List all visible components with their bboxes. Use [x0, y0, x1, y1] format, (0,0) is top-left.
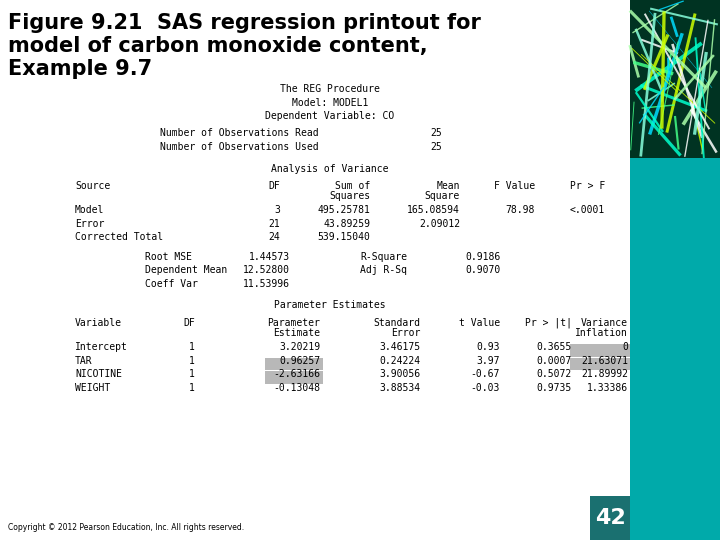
Text: Variable: Variable	[75, 318, 122, 328]
Text: 0.3655: 0.3655	[536, 342, 572, 352]
Text: 43.89259: 43.89259	[323, 219, 370, 229]
Text: 25: 25	[430, 142, 442, 152]
Text: Dependent Variable: CO: Dependent Variable: CO	[266, 111, 395, 121]
Text: 11.53996: 11.53996	[243, 279, 290, 289]
Text: 0.0007: 0.0007	[536, 356, 572, 366]
Text: Dependent Mean: Dependent Mean	[145, 265, 228, 275]
Text: R-Square: R-Square	[360, 252, 407, 262]
Text: Parameter Estimates: Parameter Estimates	[274, 300, 386, 310]
Text: 3: 3	[274, 205, 280, 215]
Text: 21.89992: 21.89992	[581, 369, 628, 379]
Text: 1: 1	[189, 369, 195, 379]
Text: DF: DF	[269, 181, 280, 191]
Text: 0.9735: 0.9735	[536, 383, 572, 393]
Text: Number of Observations Read: Number of Observations Read	[160, 129, 319, 138]
Text: 1: 1	[189, 356, 195, 366]
Text: 12.52800: 12.52800	[243, 265, 290, 275]
Text: 21: 21	[269, 219, 280, 229]
Text: Figure 9.21  SAS regression printout for: Figure 9.21 SAS regression printout for	[8, 13, 481, 33]
Text: <.0001: <.0001	[570, 205, 605, 215]
Text: 0: 0	[622, 342, 628, 352]
Text: 2.09012: 2.09012	[419, 219, 460, 229]
Text: -0.03: -0.03	[471, 383, 500, 393]
Bar	[630, 0, 720, 160]
Text: 0.24224: 0.24224	[379, 356, 420, 366]
Text: Corrected Total: Corrected Total	[75, 232, 163, 242]
Bar	[265, 357, 323, 370]
Text: NICOTINE: NICOTINE	[75, 369, 122, 379]
Text: 0.96257: 0.96257	[279, 356, 320, 366]
Text: Squares: Squares	[329, 191, 370, 201]
Bar	[265, 371, 323, 383]
Text: Error: Error	[75, 219, 104, 229]
Text: Analysis of Variance: Analysis of Variance	[271, 164, 389, 173]
Bar	[570, 344, 630, 356]
Text: 1: 1	[189, 383, 195, 393]
Text: 42: 42	[595, 508, 626, 528]
Text: -0.67: -0.67	[471, 369, 500, 379]
Text: Variance: Variance	[581, 318, 628, 328]
Text: 3.88534: 3.88534	[379, 383, 420, 393]
Bar	[630, 0, 720, 540]
Text: Source: Source	[75, 181, 110, 191]
Text: 3.20219: 3.20219	[279, 342, 320, 352]
Text: Root MSE: Root MSE	[145, 252, 192, 262]
Text: Intercept: Intercept	[75, 342, 128, 352]
Text: -0.13048: -0.13048	[273, 383, 320, 393]
Text: Pr > F: Pr > F	[570, 181, 605, 191]
Text: Model: Model	[75, 205, 104, 215]
Text: Adj R-Sq: Adj R-Sq	[360, 265, 407, 275]
Text: 0.9070: 0.9070	[465, 265, 500, 275]
Text: 495.25781: 495.25781	[317, 205, 370, 215]
Text: 78.98: 78.98	[505, 205, 535, 215]
Text: DF: DF	[184, 318, 195, 328]
Text: Number of Observations Used: Number of Observations Used	[160, 142, 319, 152]
Text: Mean: Mean	[436, 181, 460, 191]
Text: 21.63071: 21.63071	[581, 356, 628, 366]
Text: Copyright © 2012 Pearson Education, Inc. All rights reserved.: Copyright © 2012 Pearson Education, Inc.…	[8, 523, 244, 532]
Text: Model: MODEL1: Model: MODEL1	[292, 98, 368, 107]
Text: model of carbon monoxide content,: model of carbon monoxide content,	[8, 36, 428, 56]
Text: 3.90056: 3.90056	[379, 369, 420, 379]
Bar	[590, 496, 630, 540]
Text: TAR: TAR	[75, 356, 93, 366]
Text: 3.97: 3.97	[477, 356, 500, 366]
Text: Error: Error	[391, 328, 420, 338]
Text: 0.9186: 0.9186	[465, 252, 500, 262]
Text: 165.08594: 165.08594	[407, 205, 460, 215]
Text: Pr > |t|: Pr > |t|	[525, 318, 572, 328]
Text: t Value: t Value	[459, 318, 500, 328]
Text: 3.46175: 3.46175	[379, 342, 420, 352]
Text: 25: 25	[430, 129, 442, 138]
Text: 0.5072: 0.5072	[536, 369, 572, 379]
Text: F Value: F Value	[494, 181, 535, 191]
Text: Standard: Standard	[373, 318, 420, 328]
Text: -2.63166: -2.63166	[273, 369, 320, 379]
Bar	[630, 158, 720, 170]
Bar	[570, 357, 630, 370]
Text: 1.33386: 1.33386	[587, 383, 628, 393]
Text: 1: 1	[189, 342, 195, 352]
Text: 539.15040: 539.15040	[317, 232, 370, 242]
Text: Inflation: Inflation	[575, 328, 628, 338]
Text: Square: Square	[425, 191, 460, 201]
Text: The REG Procedure: The REG Procedure	[280, 84, 380, 94]
Text: 24: 24	[269, 232, 280, 242]
Text: Parameter: Parameter	[267, 318, 320, 328]
Text: WEIGHT: WEIGHT	[75, 383, 110, 393]
Text: Coeff Var: Coeff Var	[145, 279, 198, 289]
Text: 0.93: 0.93	[477, 342, 500, 352]
Text: Sum of: Sum of	[335, 181, 370, 191]
Text: Estimate: Estimate	[273, 328, 320, 338]
Text: 1.44573: 1.44573	[249, 252, 290, 262]
Text: Example 9.7: Example 9.7	[8, 59, 152, 79]
